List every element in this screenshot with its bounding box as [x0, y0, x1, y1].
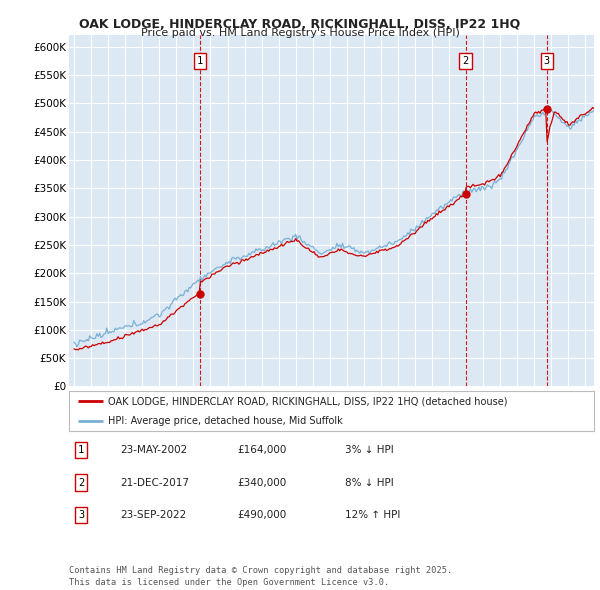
Text: £490,000: £490,000 — [237, 510, 286, 520]
Text: 8% ↓ HPI: 8% ↓ HPI — [345, 478, 394, 487]
Text: £340,000: £340,000 — [237, 478, 286, 487]
Text: 3: 3 — [78, 510, 84, 520]
Text: 12% ↑ HPI: 12% ↑ HPI — [345, 510, 400, 520]
Text: 2: 2 — [463, 56, 469, 66]
Text: 21-DEC-2017: 21-DEC-2017 — [120, 478, 189, 487]
Text: OAK LODGE, HINDERCLAY ROAD, RICKINGHALL, DISS, IP22 1HQ: OAK LODGE, HINDERCLAY ROAD, RICKINGHALL,… — [79, 18, 521, 31]
Text: OAK LODGE, HINDERCLAY ROAD, RICKINGHALL, DISS, IP22 1HQ (detached house): OAK LODGE, HINDERCLAY ROAD, RICKINGHALL,… — [109, 396, 508, 407]
Text: 1: 1 — [78, 445, 84, 455]
Text: HPI: Average price, detached house, Mid Suffolk: HPI: Average price, detached house, Mid … — [109, 416, 343, 425]
Text: 1: 1 — [197, 56, 203, 66]
Text: Contains HM Land Registry data © Crown copyright and database right 2025.
This d: Contains HM Land Registry data © Crown c… — [69, 566, 452, 587]
Text: £164,000: £164,000 — [237, 445, 286, 455]
Text: 23-MAY-2002: 23-MAY-2002 — [120, 445, 187, 455]
Text: Price paid vs. HM Land Registry's House Price Index (HPI): Price paid vs. HM Land Registry's House … — [140, 28, 460, 38]
Text: 3: 3 — [544, 56, 550, 66]
Text: 2: 2 — [78, 478, 84, 487]
Text: 3% ↓ HPI: 3% ↓ HPI — [345, 445, 394, 455]
Text: 23-SEP-2022: 23-SEP-2022 — [120, 510, 186, 520]
